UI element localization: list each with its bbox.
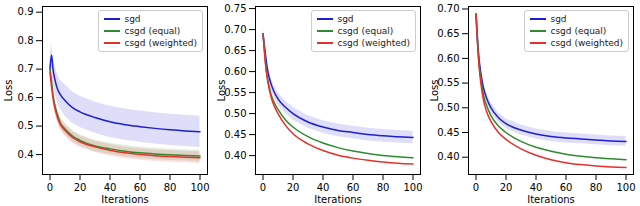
svg-text:Iterations: Iterations [314,194,362,205]
svg-text:40: 40 [104,182,117,193]
svg-text:20: 20 [287,182,300,193]
html-text:csgd (weighted): csgd (weighted) [124,38,197,48]
svg-text:0.4: 0.4 [18,149,34,160]
svg-text:Loss: Loss [216,80,227,102]
html-text:csgd (equal): csgd (equal) [337,26,394,36]
svg-text:0.8: 0.8 [18,35,34,46]
html-text:csgd (weighted): csgd (weighted) [337,38,410,48]
svg-text:0: 0 [260,182,266,193]
svg-text:0.7: 0.7 [18,63,34,74]
svg-text:0: 0 [47,182,53,193]
svg-text:0.70: 0.70 [224,24,246,35]
svg-text:100: 100 [616,182,635,193]
svg-text:100: 100 [190,182,209,193]
svg-text:0.5: 0.5 [18,120,34,131]
html-text:sgd: sgd [124,14,141,24]
svg-text:Loss: Loss [429,80,440,102]
svg-text:0.55: 0.55 [224,87,246,98]
svg-text:Loss: Loss [3,80,14,102]
svg-text:0.60: 0.60 [437,53,459,64]
svg-text:80: 80 [377,182,390,193]
html-text:sgd: sgd [550,14,567,24]
svg-text:0.40: 0.40 [437,151,459,162]
svg-text:80: 80 [590,182,603,193]
html-text:sgd: sgd [337,14,354,24]
svg-text:40: 40 [530,182,543,193]
svg-text:20: 20 [500,182,513,193]
svg-text:Iterations: Iterations [101,194,149,205]
svg-text:60: 60 [347,182,360,193]
html-text:csgd (equal): csgd (equal) [124,26,181,36]
svg-text:0: 0 [473,182,479,193]
svg-text:0.50: 0.50 [224,108,246,119]
svg-text:40: 40 [317,182,330,193]
svg-text:60: 60 [134,182,147,193]
html-text:csgd (equal): csgd (equal) [550,26,607,36]
svg-text:0.6: 0.6 [18,92,34,103]
svg-text:0.60: 0.60 [224,66,246,77]
svg-text:0.65: 0.65 [437,28,459,39]
svg-text:Iterations: Iterations [527,194,575,205]
svg-text:0.50: 0.50 [437,102,459,113]
svg-text:60: 60 [560,182,573,193]
svg-text:0.9: 0.9 [18,6,34,17]
svg-text:0.65: 0.65 [224,45,246,56]
svg-text:0.55: 0.55 [437,77,459,88]
svg-text:0.45: 0.45 [437,127,459,138]
html-text:csgd (weighted): csgd (weighted) [550,38,623,48]
svg-text:80: 80 [164,182,177,193]
svg-text:20: 20 [74,182,87,193]
svg-text:100: 100 [403,182,422,193]
svg-text:0.45: 0.45 [224,129,246,140]
svg-text:0.75: 0.75 [224,3,246,14]
svg-text:0.40: 0.40 [224,150,246,161]
svg-text:0.70: 0.70 [437,3,459,14]
